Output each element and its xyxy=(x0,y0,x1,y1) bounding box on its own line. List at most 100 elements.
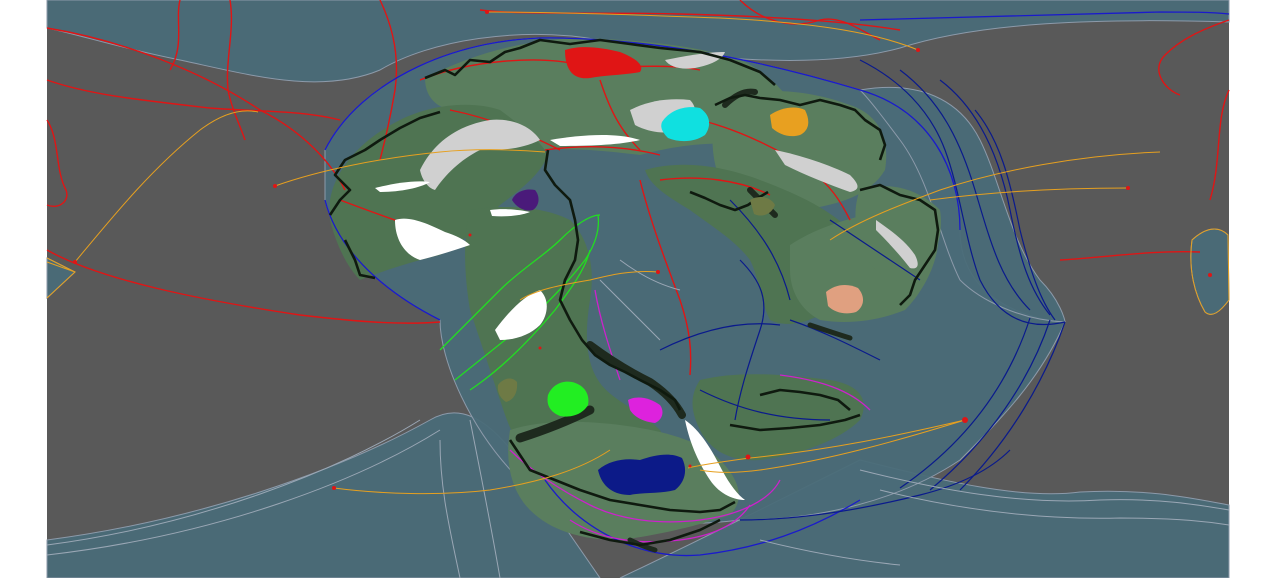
motion-point xyxy=(656,270,660,274)
coastline xyxy=(759,388,851,411)
ice-sheet xyxy=(775,150,858,192)
plate-boundary xyxy=(859,59,1066,326)
plate-boundaries-magenta xyxy=(509,289,871,543)
plate-boundary xyxy=(569,504,751,543)
purple-region xyxy=(512,189,539,211)
plate-boundary xyxy=(734,259,765,421)
shelf-contour xyxy=(759,539,901,566)
mountain-belt xyxy=(627,537,658,553)
motion-path xyxy=(699,419,966,473)
plate-boundary xyxy=(46,27,346,191)
motion-point xyxy=(1208,273,1212,277)
coastline xyxy=(508,439,736,514)
coastline xyxy=(343,239,376,280)
plate-boundary xyxy=(859,11,1230,21)
plate-boundary xyxy=(454,214,600,381)
motion-path xyxy=(929,187,1129,201)
plate-boundary xyxy=(599,79,641,151)
magenta-region xyxy=(628,397,663,423)
orange-region xyxy=(770,107,809,137)
motion-point xyxy=(916,48,920,52)
shelf-contour xyxy=(469,419,501,578)
ice-sheet xyxy=(685,420,745,500)
plate-boundary xyxy=(974,109,1056,321)
motion-point xyxy=(468,233,472,237)
cyan-region xyxy=(661,107,710,142)
plate-boundary xyxy=(829,219,921,281)
ice-sheet xyxy=(495,290,547,340)
plate-boundary xyxy=(899,317,1031,489)
shelf-contour xyxy=(859,469,1230,511)
plate-boundary xyxy=(739,0,881,41)
island-outline xyxy=(1190,228,1230,315)
plate-boundary xyxy=(439,214,601,351)
coastline xyxy=(729,413,861,432)
plate-boundary xyxy=(1158,19,1230,96)
plate-boundary xyxy=(859,89,961,231)
coastline xyxy=(328,110,441,216)
shelf-contour xyxy=(619,259,681,291)
ice-sheet xyxy=(665,52,725,69)
plate-boundaries-blue xyxy=(324,11,1230,557)
plate-boundary xyxy=(789,319,881,361)
coastline xyxy=(714,93,887,161)
plate-boundary xyxy=(929,319,1051,491)
plate-boundary xyxy=(324,199,441,321)
plate-boundaries-green xyxy=(439,214,601,391)
motion-points xyxy=(73,10,1212,490)
ice-sheet xyxy=(490,209,530,217)
ice-sheet xyxy=(550,135,640,146)
plate-boundary xyxy=(379,0,398,161)
navy-region xyxy=(598,454,686,495)
motion-path xyxy=(687,419,966,469)
island-outline xyxy=(46,257,76,299)
motion-path xyxy=(333,449,611,495)
motion-path xyxy=(74,110,259,263)
plate-boundary xyxy=(779,374,871,411)
mountain-belt xyxy=(722,88,758,108)
motion-point xyxy=(273,184,277,188)
motion-path xyxy=(274,149,546,187)
shelf-contours xyxy=(46,259,1230,578)
motion-point xyxy=(745,454,751,460)
ice-sheet xyxy=(375,181,430,192)
motion-path xyxy=(519,271,659,301)
plate-boundary xyxy=(899,69,1031,311)
shelf-contour xyxy=(439,439,461,578)
plate-boundary xyxy=(324,37,861,151)
plate-boundary xyxy=(46,249,441,324)
plate-boundary xyxy=(959,321,1066,491)
plate-boundary xyxy=(1059,250,1201,261)
plate-boundary xyxy=(699,389,831,421)
plate-boundary xyxy=(659,177,771,196)
plate-boundary xyxy=(939,79,1051,316)
continent-east-margin xyxy=(855,186,941,282)
motion-point xyxy=(538,346,542,350)
plate-boundary xyxy=(46,119,68,207)
ocean-east-shelf xyxy=(858,86,1066,323)
island-outlines xyxy=(46,228,1230,315)
salmon-region xyxy=(826,284,864,314)
plate-boundary xyxy=(469,249,591,391)
coastline xyxy=(859,183,940,306)
mountain-belt xyxy=(807,322,853,341)
plate-boundary xyxy=(594,289,621,381)
plate-boundary xyxy=(659,323,781,351)
mountain-belt xyxy=(515,405,595,443)
mountain-belt xyxy=(586,341,686,419)
motion-path xyxy=(486,11,919,51)
coastline xyxy=(424,38,776,86)
plate-boundary xyxy=(46,79,341,121)
paleo-features xyxy=(497,47,864,495)
olive-region xyxy=(497,378,518,402)
motion-point xyxy=(688,464,692,468)
red-region xyxy=(565,47,642,79)
ice-sheet xyxy=(876,220,918,269)
motion-point xyxy=(962,417,968,423)
shelf-contour xyxy=(46,419,421,546)
plate-boundary xyxy=(226,0,246,141)
plate-boundary xyxy=(1209,89,1230,201)
plate-boundary xyxy=(169,0,181,71)
